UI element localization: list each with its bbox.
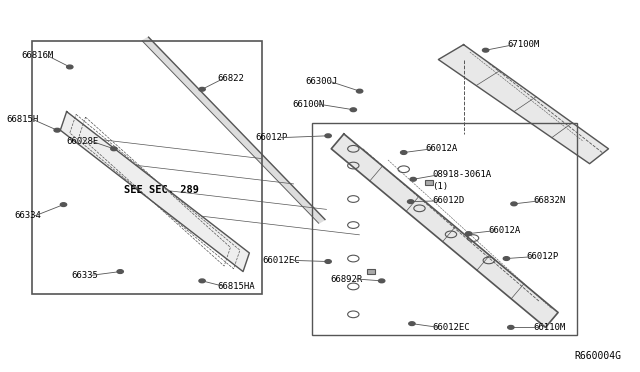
Text: 67100M: 67100M [508, 40, 540, 49]
Text: 66012EC: 66012EC [432, 323, 470, 332]
Polygon shape [332, 134, 558, 327]
Text: 66334: 66334 [15, 211, 42, 220]
Text: 66028E: 66028E [66, 137, 98, 146]
Circle shape [401, 151, 407, 154]
Circle shape [410, 177, 417, 181]
Text: 66012P: 66012P [255, 133, 287, 142]
Circle shape [356, 89, 363, 93]
Circle shape [325, 260, 332, 263]
Circle shape [67, 65, 73, 69]
Circle shape [325, 134, 332, 138]
FancyBboxPatch shape [424, 180, 433, 185]
Circle shape [117, 270, 124, 273]
Circle shape [60, 203, 67, 206]
Text: (1): (1) [432, 182, 448, 190]
Circle shape [465, 232, 472, 235]
Polygon shape [438, 45, 609, 164]
Circle shape [511, 202, 517, 206]
Text: 66012EC: 66012EC [262, 256, 300, 265]
Text: 66815H: 66815H [6, 115, 38, 124]
Circle shape [111, 147, 117, 151]
Text: 66110M: 66110M [533, 323, 565, 332]
Polygon shape [60, 112, 250, 272]
Circle shape [350, 108, 356, 112]
Text: 08918-3061A: 08918-3061A [432, 170, 492, 179]
Circle shape [503, 257, 509, 260]
Text: 66335: 66335 [71, 271, 98, 280]
Text: 66822: 66822 [218, 74, 244, 83]
Text: 66012A: 66012A [489, 226, 521, 235]
Circle shape [408, 200, 414, 203]
Text: 66012D: 66012D [432, 196, 465, 205]
Circle shape [199, 279, 205, 283]
Circle shape [378, 279, 385, 283]
Text: 66832N: 66832N [533, 196, 565, 205]
Text: 66816M: 66816M [22, 51, 54, 60]
Circle shape [508, 326, 514, 329]
Circle shape [409, 322, 415, 326]
FancyBboxPatch shape [367, 269, 376, 274]
Circle shape [54, 128, 60, 132]
Text: 66815HA: 66815HA [218, 282, 255, 291]
Circle shape [483, 48, 489, 52]
Text: 66300J: 66300J [305, 77, 337, 86]
Text: SEE SEC. 289: SEE SEC. 289 [124, 185, 198, 195]
Text: R660004G: R660004G [574, 351, 621, 361]
Text: 66892R: 66892R [330, 275, 363, 283]
Text: 66012P: 66012P [527, 252, 559, 261]
Circle shape [199, 87, 205, 91]
Text: 66100N: 66100N [292, 100, 325, 109]
Text: 66012A: 66012A [426, 144, 458, 153]
Polygon shape [142, 37, 325, 223]
